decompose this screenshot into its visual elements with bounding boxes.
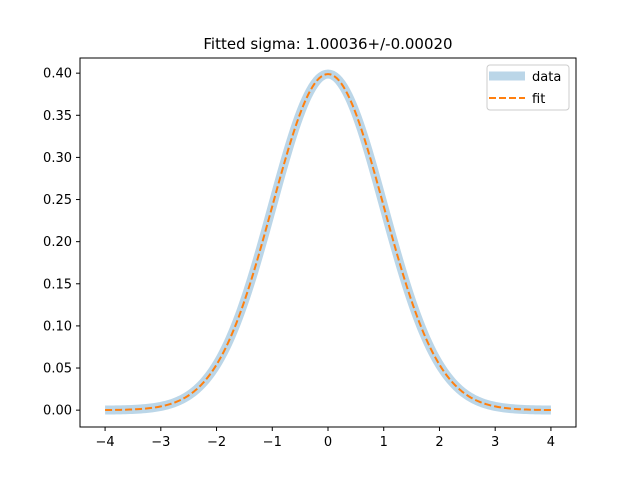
- y-tick-label: 0.35: [43, 109, 72, 124]
- x-tick-label: 2: [435, 435, 443, 450]
- series-layer: [102, 69, 554, 415]
- x-tick-label: 4: [547, 435, 555, 450]
- legend-label-data: data: [532, 70, 561, 85]
- y-tick-label: 0.10: [43, 319, 72, 334]
- x-tick-label: −2: [207, 435, 226, 450]
- legend-box: [486, 64, 570, 111]
- series-line-fit: [105, 73, 551, 412]
- y-tick-label: 0.25: [43, 193, 72, 208]
- y-axis: 0.00 0.05 0.10 0.15 0.20 0.25 0.30 0.35 0.40: [43, 67, 80, 419]
- x-tick-label: −3: [151, 435, 170, 450]
- y-tick-label: 0.30: [43, 151, 72, 166]
- x-axis: −4 −3 −2 −1 0 1 2 3 4: [95, 427, 555, 450]
- y-tick-label: 0.20: [43, 235, 72, 250]
- chart-title: Fitted sigma: 1.00036+/-0.00020: [203, 35, 452, 53]
- legend: data fit: [486, 64, 570, 111]
- x-tick-label: −1: [263, 435, 282, 450]
- x-tick-label: 1: [380, 435, 388, 450]
- y-tick-label: 0.40: [43, 67, 72, 82]
- x-tick-label: −4: [95, 435, 114, 450]
- y-tick-label: 0.05: [43, 362, 72, 377]
- x-tick-label: 0: [324, 435, 332, 450]
- y-tick-label: 0.00: [43, 404, 72, 419]
- x-tick-label: 3: [491, 435, 499, 450]
- legend-label-fit: fit: [532, 92, 545, 107]
- y-tick-label: 0.15: [43, 277, 72, 292]
